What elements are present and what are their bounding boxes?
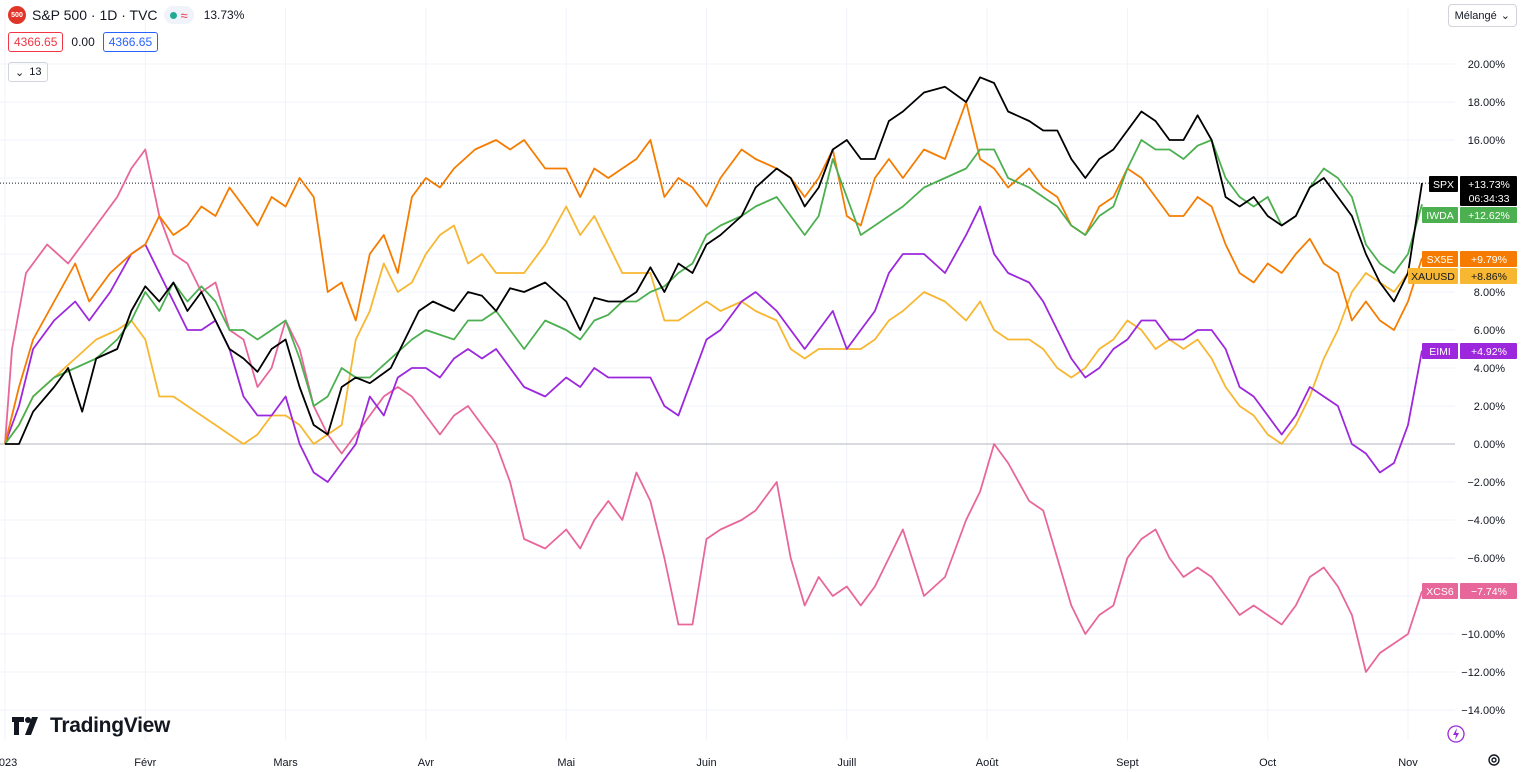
wave-icon: ≈ [180,7,188,23]
series-name-label: XCS6 [1426,586,1454,598]
series-name-label: IWDA [1426,210,1453,222]
y-tick-label: −12.00% [1461,667,1505,679]
change-percent: 13.73% [203,8,245,22]
x-axis: 2023 Févr Mars Avr Mai Juin Juill Août Sept Oct No… [0,757,1418,769]
series-name-tag [1422,583,1458,599]
y-tick-label: −10.00% [1461,629,1505,641]
series-name-label: SPX [1433,179,1454,191]
x-tick-label: Oct [1259,757,1276,769]
series-line-eimi [4,205,1423,483]
spread-value: 0.00 [71,35,95,49]
last-value-label-spx: SPX +13.73% 06:34:33 [1429,176,1517,206]
y-tick-label: 6.00% [1474,325,1505,337]
y-tick-label: 18.00% [1468,97,1506,109]
y-tick-label: 2.00% [1474,401,1505,413]
series-name-tag [1408,268,1458,284]
tradingview-brand[interactable]: TradingView [12,714,170,738]
series-value-label: +8.86% [1471,271,1507,283]
series-lines [4,76,1423,673]
y-tick-label: 20.00% [1468,59,1506,71]
series-name-tag [1422,207,1458,223]
tradingview-logo-icon [12,717,38,735]
y-tick-label: −6.00% [1467,553,1505,565]
series-line-iwda [4,139,1423,445]
y-tick-label: 4.00% [1474,363,1505,375]
y-tick-label: 0.00% [1474,439,1505,451]
y-tick-label: 16.00% [1468,135,1506,147]
series-line-spx [5,76,1423,445]
last-value-label-iwda: IWDA +12.62% [1422,207,1517,223]
series-value-tag [1460,251,1517,267]
chevron-down-icon: ⌄ [15,66,25,79]
symbol-header: 500 S&P 500 · 1D · TVC ≈ 13.73% [8,6,244,24]
symbol-title[interactable]: S&P 500 · 1D · TVC [32,7,158,23]
series-name-label: XAUUSD [1411,271,1455,283]
y-tick-label: −2.00% [1467,477,1505,489]
y-tick-label: −4.00% [1467,515,1505,527]
brand-name: TradingView [50,714,171,737]
series-name-label: EIMI [1429,346,1451,358]
series-value-tag [1460,343,1517,359]
market-status-pill[interactable]: ≈ [163,6,194,24]
series-countdown-label: 06:34:33 [1469,193,1510,205]
chevron-down-icon: ⌄ [1500,10,1510,22]
grid-lines [0,8,1455,740]
series-value-tag [1460,268,1517,284]
series-line-xauusd [4,205,1423,445]
series-value-label: +9.79% [1471,254,1507,266]
x-tick-label: Sept [1116,757,1139,769]
series-line-xcs6 [4,148,1423,673]
x-tick-label: Mai [557,757,575,769]
series-name-tag [1422,251,1458,267]
last-value-label-eimi: EIMI +4.92% [1422,343,1517,359]
sp500-logo: 500 [8,6,26,24]
series-value-tag [1460,176,1517,206]
x-tick-label: Juill [837,757,856,769]
x-tick-label: Juin [696,757,716,769]
y-tick-label: −14.00% [1461,705,1505,717]
x-tick-label: Avr [418,757,435,769]
indicators-count: 13 [29,66,42,78]
market-open-icon [169,11,177,19]
x-tick-label: Mars [273,757,298,769]
x-tick-label: Août [976,757,999,769]
series-last-value-labels: SPX +13.73% 06:34:33 IWDA +12.62% SX5E +9.79% X… [1408,176,1517,599]
series-value-label: +4.92% [1471,346,1507,358]
series-value-tag [1460,583,1517,599]
indicators-toggle[interactable]: ⌄ 13 [8,62,49,82]
y-tick-label: 8.00% [1474,287,1505,299]
last-value-label-sx5e: SX5E +9.79% [1422,251,1517,267]
last-value-label-xauusd: XAUUSD +8.86% [1408,268,1517,284]
buy-price-box[interactable]: 4366.65 [102,32,159,52]
series-value-label: −7.74% [1471,586,1507,598]
x-tick-label: 2023 [0,757,17,769]
series-line-sx5e [4,101,1423,445]
price-row: 4366.65 0.00 4366.65 [8,32,159,52]
series-value-label: +13.73% [1468,179,1510,191]
series-value-label: +12.62% [1468,210,1510,222]
x-tick-label: Nov [1398,757,1418,769]
gear-icon[interactable] [1486,752,1502,768]
series-name-tag [1429,176,1458,192]
scale-mode-button[interactable]: Mélangé ⌄ [1447,4,1517,27]
series-name-label: SX5E [1427,254,1454,266]
scale-mode-label: Mélangé [1454,9,1497,22]
last-value-label-xcs6: XCS6 −7.74% [1422,583,1517,599]
lightning-icon[interactable] [1447,725,1465,743]
sell-price-box[interactable]: 4366.65 [8,32,64,52]
x-tick-label: Févr [134,757,156,769]
y-axis: 20.00% 18.00% 16.00% 8.00% 6.00% 4.00% 2.00% 0.… [1461,59,1505,717]
series-value-tag [1460,207,1517,223]
series-name-tag [1422,343,1458,359]
